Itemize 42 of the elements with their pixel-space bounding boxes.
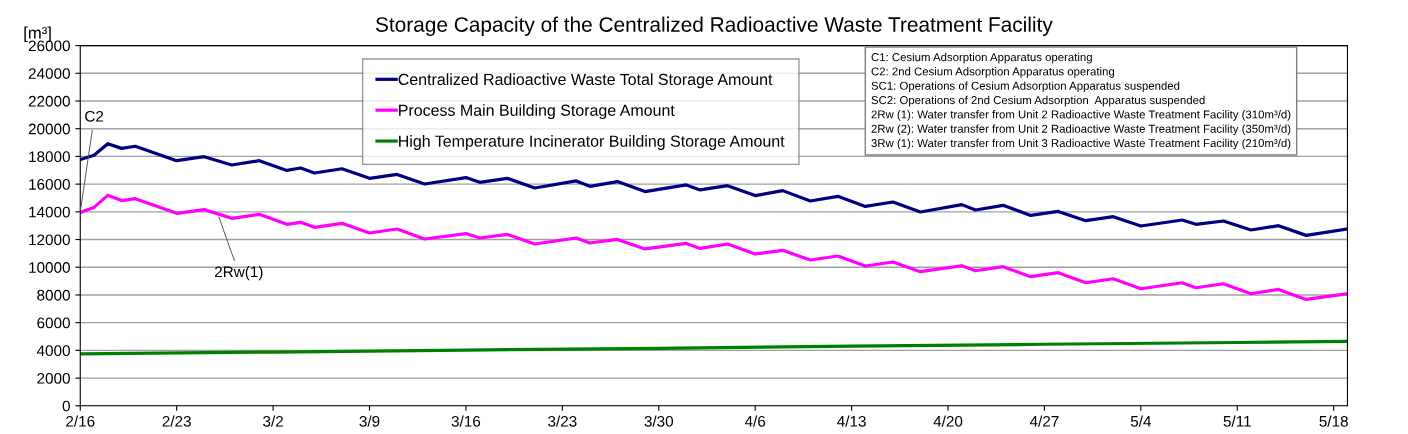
y-tick-label: 10000 [29, 262, 70, 273]
y-tick-label: 4000 [36, 345, 70, 357]
y-tick-label: 24000 [28, 68, 70, 79]
annotation: C1: Cesium Adsorption Apparatus operating [871, 52, 1092, 64]
y-tick-label: 2000 [37, 372, 70, 384]
y-axis-title: [m³] [24, 26, 51, 42]
x-tick-label: 2/23 [162, 415, 191, 427]
annotation: C2 [85, 110, 104, 122]
y-tick-label: 8000 [37, 289, 70, 301]
x-tick-label: 4/13 [837, 415, 866, 427]
x-tick-label: 3/9 [359, 415, 380, 427]
x-tick-label: 3/23 [548, 415, 577, 427]
legend-label: Process Main Building Storage Amount [399, 104, 675, 120]
y-tick-label: 22000 [28, 95, 70, 107]
y-tick-label: 14000 [29, 206, 70, 218]
annotation: C2: 2nd Cesium Adsorption Apparatus operating [871, 67, 1115, 78]
x-tick-label: 5/18 [1319, 415, 1348, 427]
legend-label: Centralized Radioactive Waste Total Storage Amount [398, 73, 773, 89]
annotation: 2Rw (1): Water transfer from Unit 2 Radioactive Waste Treatment Facility (310m³/d) [871, 110, 1291, 121]
x-tick-label: 3/30 [644, 415, 674, 427]
x-tick-label: 5/11 [1223, 415, 1251, 427]
y-tick-label: 16000 [29, 178, 70, 190]
y-tick-label: 18000 [29, 151, 70, 163]
x-tick-label: 5/4 [1130, 415, 1152, 427]
x-tick-label: 3/2 [263, 415, 283, 427]
y-tick-label: 20000 [28, 123, 70, 135]
y-tick-label: 6000 [37, 317, 70, 329]
x-tick-label: 4/6 [744, 415, 766, 427]
x-tick-label: 2/16 [66, 415, 95, 427]
y-tick-label: 26000 [28, 40, 70, 52]
annotation: SC1: Operations of Cesium Adsorption Apparatus suspended [871, 81, 1180, 93]
x-tick-label: 4/27 [1029, 415, 1059, 427]
annotation: 3Rw (1): Water transfer from Unit 3 Radioactive Waste Treatment Facility (210m³/d) [871, 138, 1291, 150]
annotation: 2Rw(1) [214, 266, 263, 281]
chart-title: Storage Capacity of the Centralized Radioactive Waste Treatment Facility [375, 16, 1053, 36]
x-tick-label: 4/20 [933, 415, 963, 427]
annotation: 2Rw (2): Water transfer from Unit 2 Radioactive Waste Treatment Facility (350m³/d) [871, 124, 1291, 136]
x-tick-label: 3/16 [451, 415, 481, 427]
legend-label: High Temperature Incinerator Building Storage Amount [399, 135, 785, 150]
y-tick-label: 0 [62, 400, 70, 412]
annotation: SC2: Operations of 2nd Cesium Adsorption Apparatus suspended [871, 95, 1205, 107]
y-tick-label: 12000 [29, 234, 70, 246]
